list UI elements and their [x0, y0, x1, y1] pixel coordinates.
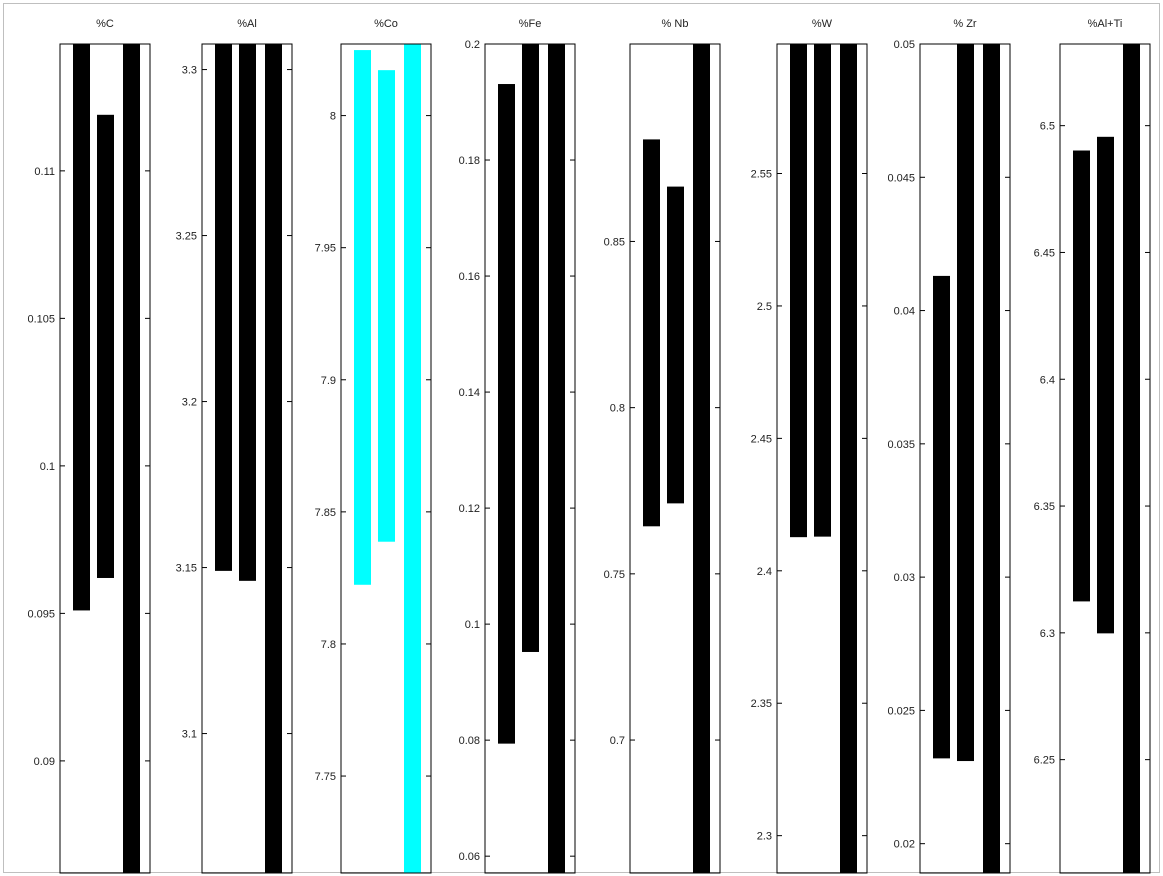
bar-7-1 [933, 275, 950, 759]
tick-label: 2.5 [757, 301, 772, 313]
panel-title: %W [812, 18, 833, 30]
panel-1: 0.09 0.095 0.1 0.105 0.11 %C [27, 18, 151, 874]
bar-7-3 [983, 44, 1000, 873]
tick-label: 7.85 [315, 507, 336, 519]
bar-6-2 [814, 44, 831, 537]
panel-7: 0.02 0.025 0.03 0.035 0.04 0.045 0.05 % Zr [887, 18, 1011, 874]
panel-title: %Al+Ti [1088, 18, 1123, 30]
bar-8-3 [1123, 44, 1140, 873]
panel-title: % Nb [662, 18, 689, 30]
panel-title: % Zr [953, 18, 977, 30]
tick-label: 2.45 [751, 433, 772, 445]
bar-1-1 [73, 44, 90, 611]
bar-3-3 [404, 44, 421, 873]
tick-label: 0.105 [27, 313, 55, 325]
tick-label: 0.05 [894, 39, 915, 51]
tick-label: 6.3 [1040, 628, 1055, 640]
tick-label: 0.035 [887, 439, 915, 451]
panel-8: 6.25 6.3 6.35 6.4 6.45 6.5 %Al+Ti [1034, 18, 1151, 874]
tick-label: 2.35 [751, 698, 772, 710]
tick-label: 3.25 [176, 231, 197, 243]
tick-label: 7.75 [315, 771, 336, 783]
tick-label: 0.12 [459, 503, 480, 515]
bar-5-2 [667, 186, 684, 504]
bar-5-3 [693, 44, 710, 873]
panel-title: %Co [374, 18, 398, 30]
tick-label: 0.2 [465, 39, 480, 51]
tick-label: 0.025 [887, 705, 915, 717]
tick-label: 0.8 [610, 403, 625, 415]
bar-4-2 [522, 44, 539, 652]
panel-axes-box [201, 43, 293, 874]
panel-axes-box [629, 43, 721, 874]
tick-label: 3.3 [182, 65, 197, 77]
tick-label: 0.1 [465, 619, 480, 631]
tick-label: 6.5 [1040, 121, 1055, 133]
panel-5: 0.7 0.75 0.8 0.85 % Nb [604, 18, 721, 874]
tick-label: 8 [330, 111, 336, 123]
tick-label: 0.85 [604, 236, 625, 248]
tick-label: 6.35 [1034, 501, 1055, 513]
panel-4: 0.06 0.08 0.1 0.12 0.14 0.16 0.18 0.2 %Fe [459, 18, 576, 874]
tick-label: 3.1 [182, 729, 197, 741]
tick-label: 0.09 [34, 756, 55, 768]
panel-axes-box [484, 43, 576, 874]
panel-axes-box [340, 43, 432, 874]
tick-label: 0.04 [894, 306, 915, 318]
tick-label: 0.75 [604, 569, 625, 581]
figure-frame [3, 3, 1160, 873]
tick-label: 6.4 [1040, 374, 1055, 386]
bar-6-3 [840, 44, 857, 873]
bar-1-2 [97, 114, 114, 578]
bar-2-2 [239, 44, 256, 581]
panel-title: %Fe [519, 18, 542, 30]
tick-label: 0.11 [34, 166, 55, 178]
panel-2: 3.1 3.15 3.2 3.25 3.3 %Al [176, 18, 293, 874]
tick-label: 7.8 [321, 639, 336, 651]
bar-3-1 [354, 50, 371, 585]
panel-title: %C [96, 18, 114, 30]
tick-label: 6.45 [1034, 247, 1055, 259]
panel-axes-box [1059, 43, 1151, 874]
tick-label: 3.2 [182, 397, 197, 409]
tick-label: 0.08 [459, 735, 480, 747]
tick-label: 0.1 [40, 461, 55, 473]
bar-7-2 [957, 44, 974, 762]
panel-axes-box [776, 43, 868, 874]
bar-3-2 [378, 70, 395, 542]
tick-label: 2.4 [757, 566, 772, 578]
bar-8-2 [1097, 136, 1114, 634]
tick-label: 6.25 [1034, 755, 1055, 767]
panel-3: 7.75 7.8 7.85 7.9 7.95 8 %Co [315, 18, 432, 874]
panel-axes-box [59, 43, 151, 874]
bar-1-3 [123, 44, 140, 873]
bar-8-1 [1073, 150, 1090, 602]
tick-label: 0.7 [610, 735, 625, 747]
bar-5-1 [643, 139, 660, 527]
panel-title: %Al [237, 18, 257, 30]
bar-2-1 [215, 44, 232, 571]
tick-label: 7.95 [315, 243, 336, 255]
bar-2-3 [265, 44, 282, 873]
tick-label: 2.3 [757, 831, 772, 843]
tick-label: 0.14 [459, 387, 480, 399]
tick-label: 0.095 [27, 608, 55, 620]
panel-6: 2.3 2.35 2.4 2.45 2.5 2.55 %W [751, 18, 868, 874]
bar-6-1 [790, 44, 807, 538]
tick-label: 7.9 [321, 375, 336, 387]
tick-label: 2.55 [751, 169, 772, 181]
tick-label: 0.06 [459, 851, 480, 863]
tick-label: 3.15 [176, 563, 197, 575]
bar-4-1 [498, 84, 515, 744]
bar-4-3 [548, 44, 565, 873]
tick-label: 0.03 [894, 572, 915, 584]
tick-label: 0.02 [894, 839, 915, 851]
panel-axes-box [919, 43, 1011, 874]
tick-label: 0.18 [459, 155, 480, 167]
tick-label: 0.045 [887, 172, 915, 184]
tick-label: 0.16 [459, 271, 480, 283]
